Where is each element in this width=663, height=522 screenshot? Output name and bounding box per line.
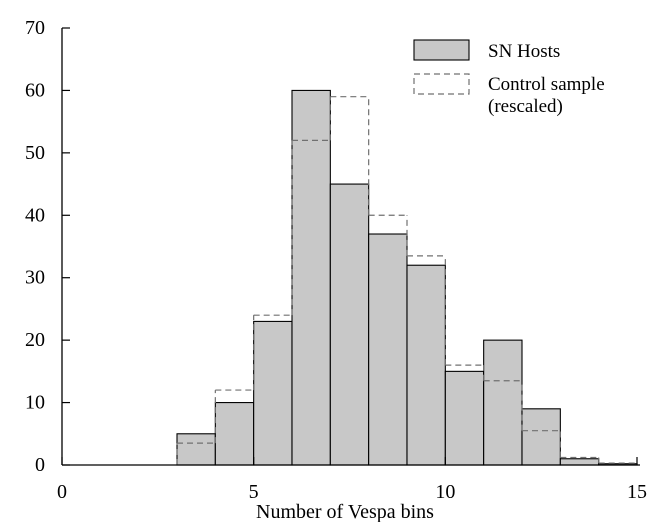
- histogram-bar: [444, 370, 485, 466]
- y-tick-label: 40: [25, 204, 45, 226]
- legend-swatch-sn-hosts: [413, 39, 470, 61]
- y-tick-label: 70: [25, 17, 45, 39]
- control-outline-layer: [176, 96, 638, 465]
- legend-label-sn-hosts: SN Hosts: [488, 41, 560, 62]
- y-tick-label: 60: [25, 79, 45, 101]
- histogram-bar: [406, 264, 446, 466]
- histogram-bar: [214, 402, 255, 466]
- x-tick-label: 10: [435, 481, 455, 503]
- histogram-bar: [253, 320, 293, 466]
- legend-swatch-control: [413, 73, 470, 95]
- legend-label-control: Control sample: [488, 74, 605, 95]
- x-axis-title: Number of Vespa bins: [256, 501, 434, 522]
- x-tick-label: 5: [249, 481, 259, 503]
- axes-layer: [61, 28, 640, 466]
- y-tick-label: 20: [25, 329, 45, 351]
- histogram-bar: [329, 183, 370, 466]
- histogram-bar: [368, 233, 408, 466]
- x-tick-label: 0: [57, 481, 67, 503]
- y-tick-label: 0: [35, 454, 45, 476]
- histogram-bar: [559, 458, 600, 466]
- legend: SN Hosts Control sample(rescaled): [413, 39, 605, 117]
- histogram-bar: [483, 339, 523, 466]
- legend-label-control: (rescaled): [488, 96, 563, 117]
- y-tick-label: 50: [25, 142, 45, 164]
- histogram-bar: [291, 89, 331, 466]
- y-tick-label: 30: [25, 267, 45, 289]
- histogram-bar: [521, 408, 561, 466]
- x-tick-label: 15: [627, 481, 647, 503]
- y-tick-label: 10: [25, 392, 45, 414]
- bars-layer: [176, 89, 638, 466]
- ticks-layer: 0 10 20 30 40 50 60 70 0 5 10 15: [25, 17, 647, 503]
- histogram-bar: [176, 433, 216, 466]
